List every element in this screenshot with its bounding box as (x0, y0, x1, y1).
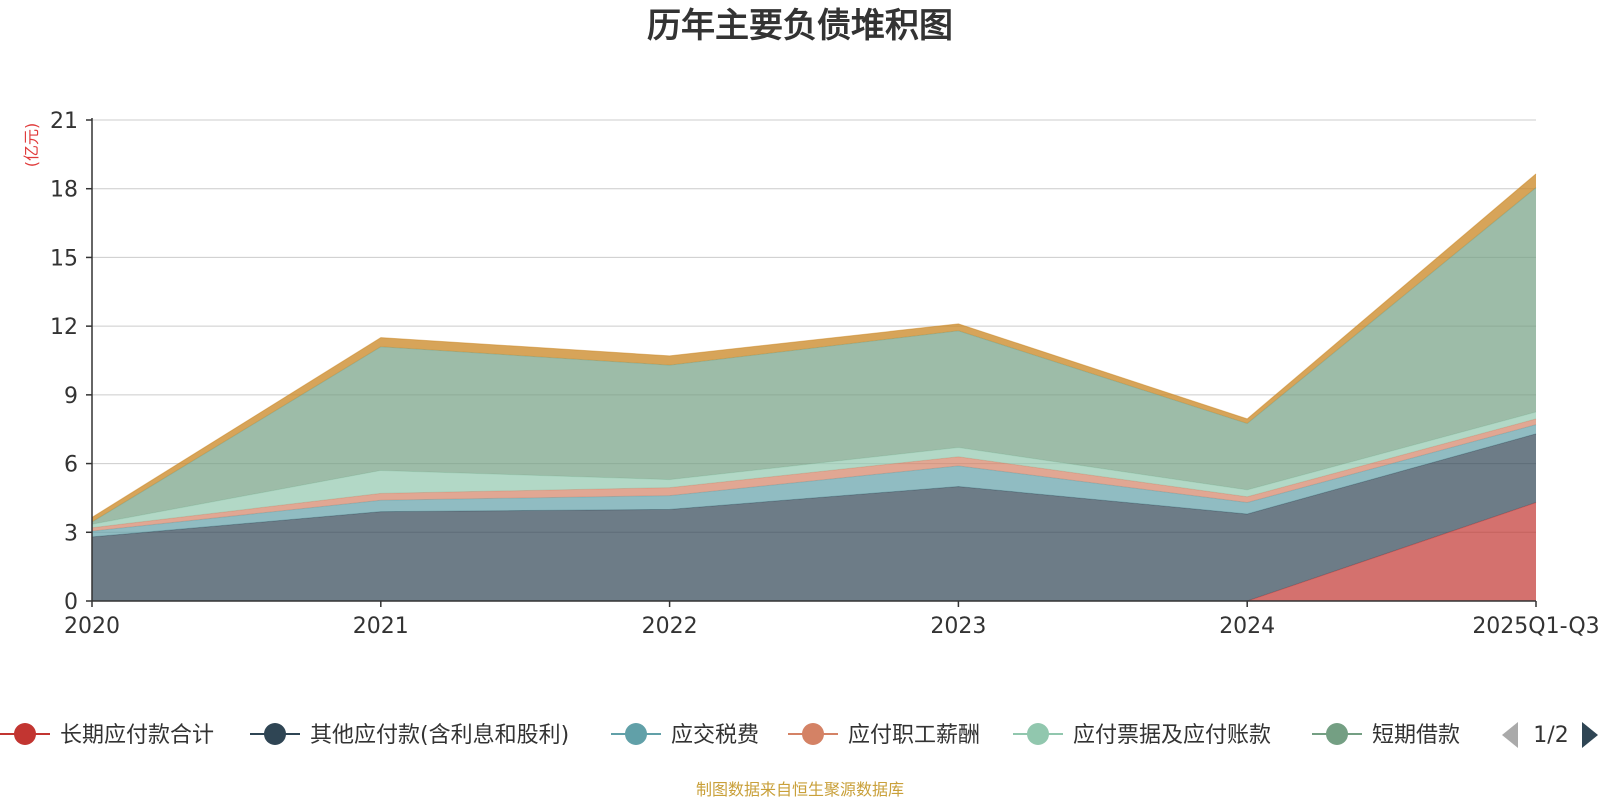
legend-marker (14, 723, 36, 745)
area-line-5 (91, 411, 1537, 525)
legend-item-3[interactable]: 应交税费 (611, 723, 759, 748)
area-6 (92, 187, 1536, 525)
legend-item-4[interactable]: 应付职工薪酬 (788, 723, 980, 748)
legend-item-5[interactable]: 应付票据及应付账款 (1013, 723, 1271, 748)
legend: 长期应付款合计 其他应付款(含利息和股利) 应交税费 应付职工薪酬 应付票据及应付账款 短… (0, 722, 1598, 748)
legend-item-6[interactable]: 短期借款 (1312, 723, 1460, 748)
area-line-7 (91, 173, 1537, 518)
x-tick-label: 2021 (353, 614, 409, 639)
x-tick-label: 2024 (1219, 614, 1275, 639)
y-tick-label: 3 (64, 521, 78, 546)
axes: 0 3 6 9 12 15 18 21 2020 2021 2022 2023 2024 2025Q1-Q… (50, 109, 1600, 639)
legend-label: 短期借款 (1372, 723, 1460, 748)
x-tick-label: 2020 (64, 614, 120, 639)
data-source-note: 制图数据来自恒生聚源数据库 (696, 780, 904, 799)
legend-marker (1027, 723, 1049, 745)
y-tick-label: 21 (50, 109, 78, 134)
legend-page-indicator: 1/2 (1533, 723, 1568, 748)
area-series (91, 173, 1537, 602)
area-4 (92, 418, 1536, 532)
legend-label: 应付票据及应付账款 (1073, 723, 1271, 748)
legend-marker (625, 723, 647, 745)
x-tick-label: 2025Q1-Q3 (1472, 614, 1599, 639)
area-5 (92, 412, 1536, 528)
x-tick-label: 2022 (642, 614, 698, 639)
chart-title: 历年主要负债堆积图 (647, 6, 953, 46)
y-tick-label: 15 (50, 246, 78, 271)
y-tick-label: 9 (64, 384, 78, 409)
legend-item-1[interactable]: 长期应付款合计 (0, 723, 214, 748)
legend-label: 长期应付款合计 (60, 723, 214, 748)
area-1 (92, 502, 1536, 601)
legend-marker (802, 723, 824, 745)
legend-next-page-icon[interactable] (1582, 722, 1598, 748)
y-axis-unit: (亿元) (22, 123, 41, 168)
y-tick-label: 0 (64, 590, 78, 615)
area-2 (92, 433, 1536, 601)
legend-label: 其他应付款(含利息和股利) (310, 723, 569, 748)
y-tick-label: 18 (50, 178, 78, 203)
legend-item-2[interactable]: 其他应付款(含利息和股利) (250, 723, 569, 748)
y-tick-label: 6 (64, 453, 78, 478)
legend-label: 应交税费 (671, 723, 759, 748)
y-tick-label: 12 (50, 315, 78, 340)
legend-marker (1326, 723, 1348, 745)
legend-marker (264, 723, 286, 745)
legend-label: 应付职工薪酬 (848, 723, 980, 748)
legend-prev-page-icon[interactable] (1502, 722, 1518, 748)
x-tick-label: 2023 (930, 614, 986, 639)
